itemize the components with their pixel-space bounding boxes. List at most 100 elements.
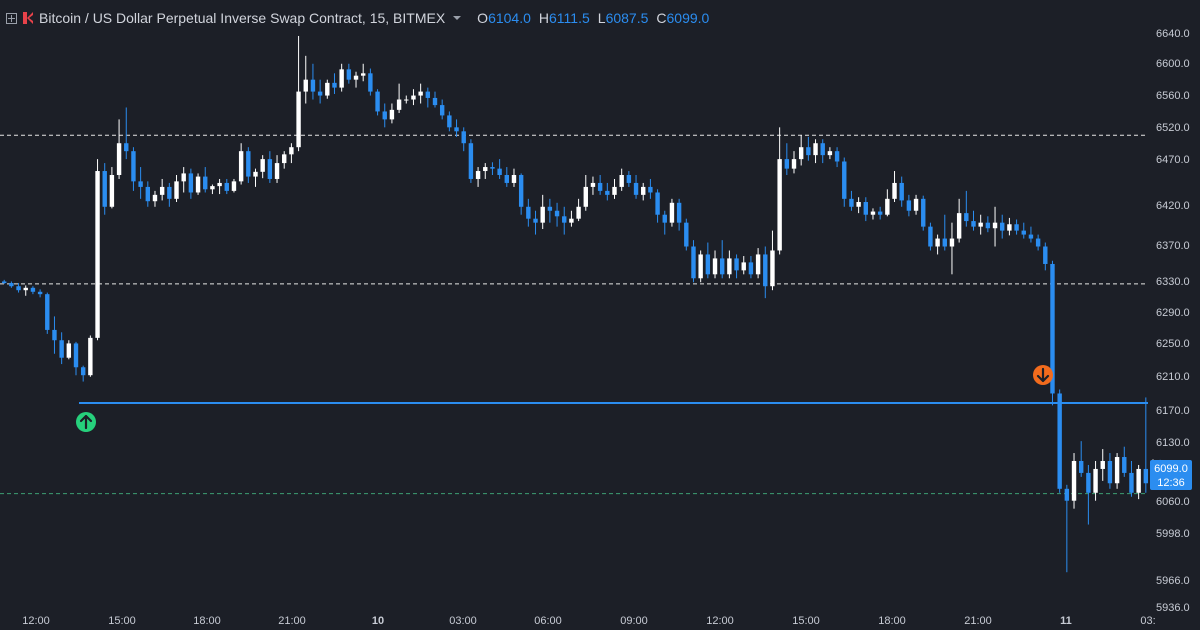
candle-up <box>770 230 775 291</box>
time-tick-label: 10 <box>372 615 384 627</box>
candle-down <box>317 79 323 104</box>
price-tick-label: 6420.0 <box>1156 200 1190 212</box>
candle-down <box>447 111 452 132</box>
candle-up <box>1100 449 1105 481</box>
candle-down <box>490 162 495 175</box>
price-axis[interactable]: 6640.0 6600.0 6560.0 6520.0 6470.0 6420.0 6370… <box>1150 28 1192 614</box>
candle-down <box>842 157 847 207</box>
candle-up <box>576 198 581 222</box>
price-tick-label: 6520.0 <box>1156 122 1190 134</box>
candle-down <box>1079 441 1084 477</box>
candle-up <box>583 175 588 211</box>
time-tick-label: 12:00 <box>706 615 734 627</box>
time-tick-label: 15:00 <box>792 615 820 627</box>
candle-down <box>368 68 373 96</box>
candle-up <box>116 119 122 179</box>
candle-up <box>669 198 675 227</box>
candle-down <box>224 178 229 195</box>
candle-down <box>454 119 459 137</box>
symbol-title[interactable]: Bitcoin / US Dollar Perpetual Inverse Sw… <box>39 10 446 26</box>
time-tick-label: 21:00 <box>278 615 306 627</box>
candle-down <box>985 216 991 233</box>
candle-up <box>511 168 517 187</box>
candle-up <box>66 340 72 360</box>
candle-up <box>569 210 574 227</box>
trade-markers <box>76 365 1053 432</box>
candle-down <box>899 176 904 207</box>
candle-up <box>856 197 861 214</box>
candle-down <box>461 127 466 152</box>
candle-down <box>662 210 667 235</box>
time-tick-label: 18:00 <box>193 615 221 627</box>
candle-down <box>834 147 840 168</box>
candle-down <box>1021 222 1026 239</box>
candle-up <box>289 143 294 164</box>
candle-down <box>784 143 790 175</box>
candle-down <box>267 151 273 183</box>
candle-down <box>52 316 57 354</box>
candle-up <box>404 95 409 104</box>
candle-up <box>253 168 258 187</box>
time-axis[interactable]: 12:00 15:00 18:00 21:00 10 03:00 06:00 09:00 12:… <box>22 615 1155 627</box>
candle-up <box>741 256 746 275</box>
buy-arrow-icon[interactable] <box>76 412 96 432</box>
candle-down <box>2 279 7 284</box>
price-tick-label: 6640.0 <box>1156 28 1190 40</box>
candle-up <box>260 155 265 179</box>
candle-up <box>195 173 201 195</box>
ohlc-readout: O6104.0 H6111.5 L6087.5 C6099.0 <box>477 10 709 26</box>
candle-up <box>396 83 402 114</box>
price-tick-label: 6330.0 <box>1156 276 1190 288</box>
candle-up <box>353 71 359 88</box>
candle-down <box>37 289 43 298</box>
candle-down <box>906 194 912 217</box>
price-tick-label: 6560.0 <box>1156 90 1190 102</box>
candle-down <box>1043 242 1048 271</box>
time-tick-label: 15:00 <box>108 615 136 627</box>
candle-down <box>964 190 969 227</box>
candle-down <box>138 167 143 199</box>
candle-down <box>1122 446 1127 477</box>
candle-up <box>1093 461 1098 501</box>
sell-arrow-icon[interactable] <box>1033 365 1053 385</box>
candle-down <box>655 189 660 223</box>
candle-down <box>1050 260 1055 406</box>
candle-up <box>885 189 890 217</box>
candle-down <box>131 147 136 191</box>
candle-down <box>1107 453 1113 489</box>
current-price-badge: 6099.0 12:36 <box>1150 460 1192 490</box>
candle-up <box>296 35 301 152</box>
candle-down <box>942 214 947 251</box>
candle-down <box>626 171 632 187</box>
candle-up <box>755 248 761 279</box>
candle-up <box>791 151 797 174</box>
candle-up <box>956 198 962 243</box>
candle-down <box>59 332 64 365</box>
candle-up <box>698 250 703 283</box>
candle-up <box>475 167 481 187</box>
candle-up <box>339 63 344 92</box>
candle-up <box>798 135 804 166</box>
candle-up <box>978 214 983 235</box>
candle-down <box>849 190 854 211</box>
time-tick-label: 11 <box>1060 615 1072 627</box>
candle-up <box>238 143 244 185</box>
candle-down <box>705 242 711 279</box>
time-tick-label: 03:00 <box>449 615 477 627</box>
expand-icon[interactable] <box>6 12 17 24</box>
candle-down <box>73 341 79 376</box>
candle-down <box>734 254 739 279</box>
candle-down <box>497 159 502 179</box>
price-tick-label: 5998.0 <box>1156 528 1190 540</box>
candle-up <box>181 167 186 193</box>
price-tick-label: 6170.0 <box>1156 405 1190 417</box>
candle-up <box>540 194 545 230</box>
candle-up <box>389 103 395 124</box>
candle-down <box>691 240 696 283</box>
candle-down <box>597 175 603 195</box>
candle-down <box>30 286 36 295</box>
chevron-down-icon[interactable] <box>453 16 462 20</box>
candle-down <box>676 198 682 231</box>
candle-up <box>892 171 897 203</box>
price-tick-label: 5936.0 <box>1156 602 1190 614</box>
